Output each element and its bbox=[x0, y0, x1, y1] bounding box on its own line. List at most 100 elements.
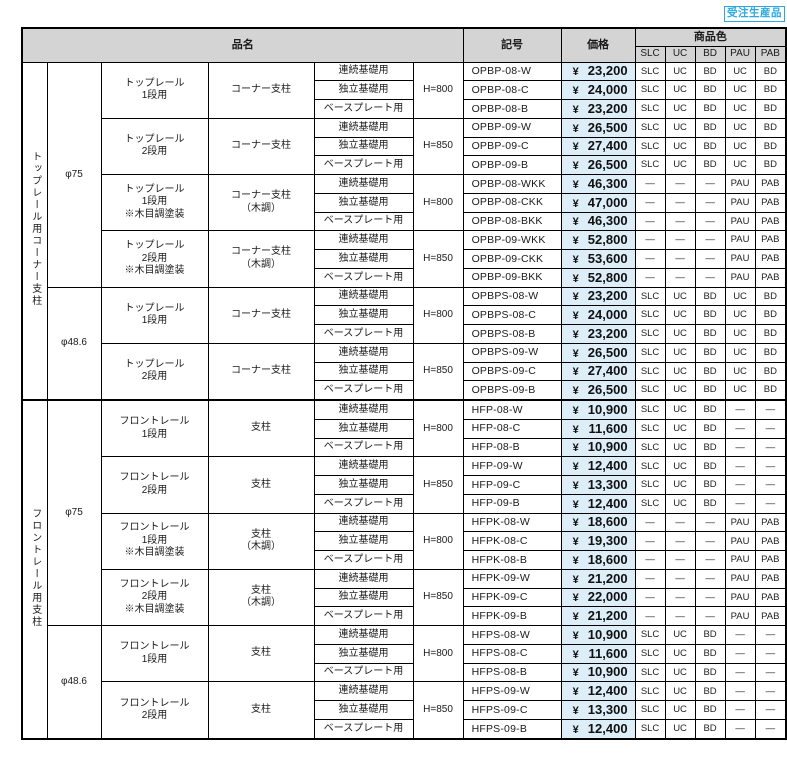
product-name-cell: フロントレール 1段用 bbox=[100, 399, 209, 458]
price-value: 18,600 bbox=[587, 514, 628, 530]
code-cell: HFP-08-W bbox=[462, 399, 562, 420]
code-cell: OPBPS-09-C bbox=[462, 361, 562, 382]
color-availability-cell: SLC bbox=[634, 718, 666, 740]
color-availability-cell: — bbox=[694, 550, 726, 570]
color-availability-cell: BD bbox=[694, 493, 726, 514]
color-availability-cell: BD bbox=[694, 324, 726, 344]
table-row: トップレール 1段用 ※木目調塗装 コーナー支柱 （木調） 連続基礎用 H=800 OPBP-… bbox=[22, 173, 787, 232]
color-availability-cell: BD bbox=[694, 718, 726, 740]
color-availability-cell: SLC bbox=[634, 99, 666, 119]
color-availability-cell: — bbox=[724, 681, 756, 702]
color-availability-cell: BD bbox=[694, 643, 726, 664]
color-availability-cell: SLC bbox=[634, 625, 666, 645]
price-value: 12,400 bbox=[587, 720, 628, 736]
color-availability-cell: — bbox=[634, 568, 666, 589]
table-row: ベースプレート用 HFPK-08-B ¥18,600— — — PAU PAB bbox=[22, 550, 787, 570]
color-availability-cell: UC bbox=[664, 361, 696, 382]
yen-symbol: ¥ bbox=[572, 272, 579, 285]
color-availability-cell: SLC bbox=[634, 117, 666, 138]
price-value: 23,200 bbox=[587, 63, 628, 79]
color-availability-cell: — bbox=[754, 643, 787, 664]
color-availability-cell: SLC bbox=[634, 456, 666, 477]
base-type-cell: 独立基礎用 bbox=[313, 700, 414, 720]
color-availability-cell: PAU bbox=[724, 249, 756, 269]
color-availability-cell: BD bbox=[694, 80, 726, 100]
price-header: 価格 bbox=[560, 27, 636, 63]
base-type-cell: ベースプレート用 bbox=[313, 99, 414, 119]
height-cell: H=800 bbox=[412, 625, 464, 683]
price-cell: ¥26,500 bbox=[560, 342, 636, 363]
color-availability-cell: BD bbox=[754, 117, 787, 138]
yen-symbol: ¥ bbox=[572, 592, 579, 605]
color-availability-cell: — bbox=[724, 475, 756, 495]
yen-symbol: ¥ bbox=[572, 423, 579, 436]
base-type-cell: 連続基礎用 bbox=[313, 681, 414, 702]
pillar-type-cell: 支柱 bbox=[207, 456, 315, 514]
color-availability-cell: BD bbox=[694, 61, 726, 82]
base-type-cell: 連続基礎用 bbox=[313, 117, 414, 138]
base-type-cell: 独立基礎用 bbox=[313, 643, 414, 664]
base-type-cell: ベースプレート用 bbox=[313, 437, 414, 458]
color-availability-cell: — bbox=[694, 230, 726, 250]
group-label: フロントレール用支柱 bbox=[29, 507, 41, 628]
color-availability-cell: UC bbox=[724, 80, 756, 100]
color-availability-cell: UC bbox=[664, 117, 696, 138]
pillar-type-cell: 支柱 bbox=[207, 681, 315, 740]
color-availability-cell: — bbox=[724, 493, 756, 514]
price-value: 10,900 bbox=[587, 439, 628, 455]
price-value: 24,000 bbox=[587, 82, 628, 98]
color-availability-cell: PAU bbox=[724, 606, 756, 627]
color-availability-cell: — bbox=[694, 606, 726, 627]
color-availability-cell: — bbox=[754, 399, 787, 420]
color-availability-cell: UC bbox=[664, 718, 696, 740]
code-cell: OPBPS-08-C bbox=[462, 305, 562, 325]
color-availability-cell: SLC bbox=[634, 399, 666, 420]
product-name-header: 品名 bbox=[21, 27, 464, 63]
table-row: フロントレール 2段用 支柱 連続基礎用 H=850 HFP-09-W ¥12,400 SLC… bbox=[22, 456, 787, 514]
color-availability-cell: — bbox=[724, 399, 756, 420]
color-availability-cell: BD bbox=[754, 286, 787, 307]
yen-symbol: ¥ bbox=[572, 536, 579, 549]
base-type-cell: ベースプレート用 bbox=[313, 493, 414, 514]
color-availability-cell: PAB bbox=[754, 587, 787, 608]
color-availability-cell: — bbox=[664, 587, 696, 608]
base-type-cell: 連続基礎用 bbox=[313, 399, 414, 420]
table-row: 独立基礎用 HFPS-09-C ¥13,300 SLC UC BD — — bbox=[22, 700, 787, 720]
base-type-cell: 連続基礎用 bbox=[313, 568, 414, 589]
color-availability-cell: — bbox=[664, 249, 696, 269]
color-availability-cell: — bbox=[754, 718, 787, 740]
price-cell: ¥26,500 bbox=[560, 155, 636, 175]
color-availability-cell: — bbox=[724, 456, 756, 477]
color-availability-cell: UC bbox=[724, 155, 756, 175]
price-cell: ¥24,000 bbox=[560, 305, 636, 325]
color-availability-cell: — bbox=[694, 512, 726, 533]
table-row: ベースプレート用 OPBP-09-BKK ¥52,800— — — PAU PAB bbox=[22, 267, 787, 288]
made-to-order-badge: 受注生産品 bbox=[724, 6, 785, 22]
price-value: 23,200 bbox=[587, 100, 628, 116]
price-cell: ¥52,800 bbox=[560, 267, 636, 288]
price-cell: ¥11,600 bbox=[560, 418, 636, 439]
yen-symbol: ¥ bbox=[572, 442, 579, 455]
base-type-cell: ベースプレート用 bbox=[313, 155, 414, 175]
price-value: 13,300 bbox=[587, 701, 628, 717]
yen-symbol: ¥ bbox=[572, 648, 579, 661]
color-availability-cell: — bbox=[754, 456, 787, 477]
price-value: 46,300 bbox=[587, 213, 628, 229]
price-value: 22,000 bbox=[587, 589, 628, 605]
base-type-cell: ベースプレート用 bbox=[313, 211, 414, 232]
color-availability-cell: — bbox=[754, 493, 787, 514]
color-availability-cell: PAB bbox=[754, 211, 787, 232]
price-table-body: トップレール用コーナー支柱 φ75 トップレール 1段用 コーナー支柱 連続基礎用 H=80… bbox=[21, 61, 787, 740]
color-col-header-slc: SLC bbox=[634, 45, 666, 63]
yen-symbol: ¥ bbox=[572, 686, 579, 699]
base-type-cell: 連続基礎用 bbox=[313, 230, 414, 250]
price-cell: ¥11,600 bbox=[560, 643, 636, 664]
color-availability-cell: — bbox=[664, 606, 696, 627]
color-availability-cell: — bbox=[754, 475, 787, 495]
color-availability-cell: UC bbox=[664, 155, 696, 175]
code-cell: HFPK-08-B bbox=[462, 550, 562, 570]
color-availability-cell: BD bbox=[754, 61, 787, 82]
color-availability-cell: PAB bbox=[754, 531, 787, 552]
table-row: 独立基礎用 HFP-09-C ¥13,300 SLC UC BD — — bbox=[22, 475, 787, 495]
color-availability-cell: PAU bbox=[724, 550, 756, 570]
